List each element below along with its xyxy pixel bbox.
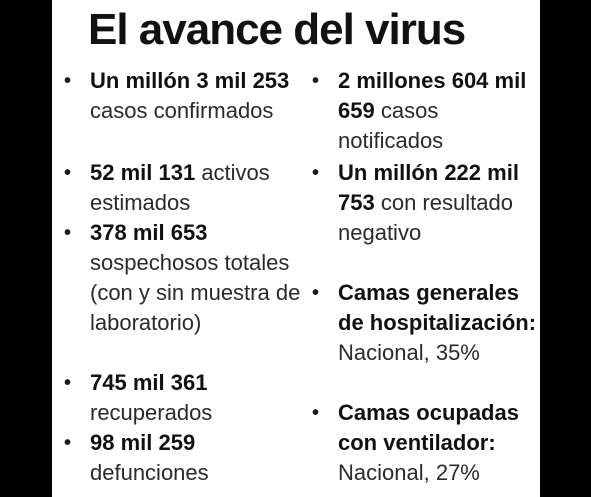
- bullet-icon: •: [64, 432, 72, 454]
- stat-value: Un millón 222 mil 753: [338, 160, 519, 215]
- stat-label: recuperados: [90, 400, 213, 425]
- stat-label: activos estimados: [90, 160, 270, 215]
- infographic-panel: [52, 0, 540, 497]
- stat-item-general-beds: • Camas generales de hospitalización: Na…: [310, 278, 538, 398]
- stat-label: Nacional, 27%: [338, 460, 480, 485]
- stat-item-confirmed: • Un millón 3 mil 253 casos confirmados: [62, 66, 302, 158]
- stat-value: Un millón 3 mil 253: [90, 68, 290, 93]
- stat-value: 745 mil 361: [90, 370, 208, 395]
- stat-value: 2 millones 604 mil 659: [338, 68, 527, 123]
- bullet-icon: •: [312, 70, 320, 92]
- bullet-icon: •: [64, 222, 72, 244]
- stat-label: con resultado negativo: [338, 190, 513, 245]
- stat-item-deaths: • 98 mil 259 defunciones: [62, 428, 302, 488]
- stat-label: sospechosos totales (con y sin muestra d…: [90, 250, 301, 335]
- bullet-icon: •: [312, 282, 320, 304]
- bullet-icon: •: [64, 70, 72, 92]
- bullet-icon: •: [312, 162, 320, 184]
- left-stats-list: • Un millón 3 mil 253 casos confirmados …: [62, 66, 302, 488]
- stat-label: casos notificados: [338, 98, 444, 153]
- stat-item-ventilator-beds: • Camas ocupadas con ventilador: Naciona…: [310, 398, 538, 488]
- stat-value: 52 mil 131: [90, 160, 196, 185]
- infographic-title: El avance del virus: [88, 5, 466, 54]
- stat-item-suspected: • 378 mil 653 sospechosos totales (con y…: [62, 218, 302, 368]
- stat-item-recovered: • 745 mil 361 recuperados: [62, 368, 302, 428]
- stat-item-negative: • Un millón 222 mil 753 con resultado ne…: [310, 158, 538, 278]
- stat-label: Nacional, 35%: [338, 340, 480, 365]
- stat-value: 98 mil 259: [90, 430, 196, 455]
- stat-value: Camas generales de hospitalización:: [338, 280, 537, 335]
- stat-value: 378 mil 653: [90, 220, 208, 245]
- right-stats-list: • 2 millones 604 mil 659 casos notificad…: [310, 66, 538, 488]
- bullet-icon: •: [312, 402, 320, 424]
- stat-label: defunciones: [90, 460, 209, 485]
- bullet-icon: •: [64, 372, 72, 394]
- stat-label: casos confirmados: [90, 98, 274, 123]
- stat-value: Camas ocupadas con ventilador:: [338, 400, 519, 455]
- bullet-icon: •: [64, 162, 72, 184]
- stat-item-notified: • 2 millones 604 mil 659 casos notificad…: [310, 66, 538, 158]
- stat-item-active: • 52 mil 131 activos estimados: [62, 158, 302, 218]
